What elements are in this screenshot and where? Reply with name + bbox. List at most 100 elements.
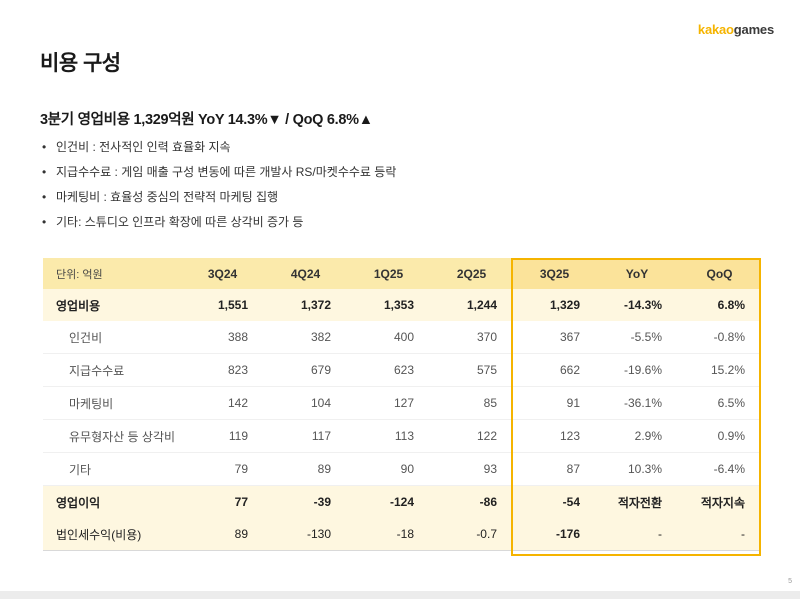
cell: 119 [228, 429, 248, 443]
cell: 127 [393, 396, 414, 410]
bullet-list: • 인건비 : 전사적인 인력 효율화 지속 • 지급수수료 : 게임 매출 구성 … [40, 138, 396, 238]
cell: 2.9% [634, 429, 662, 443]
cell: -36.1% [623, 396, 662, 410]
page-number: 5 [788, 578, 792, 585]
cell: 1,353 [347, 289, 430, 321]
cell: 1,372 [264, 289, 347, 321]
row-label: 지급수수료 [69, 363, 125, 378]
kakaogames-logo: kakaogames [698, 22, 774, 37]
bullet-item: • 인건비 : 전사적인 인력 효율화 지속 [40, 138, 396, 163]
column-header: 1Q25 [347, 258, 430, 289]
bullet-dot-icon: • [42, 165, 47, 179]
page-title: 비용 구성 [40, 52, 121, 75]
cell: -19.6% [623, 363, 662, 377]
cell: 104 [310, 396, 331, 410]
cell: 89 [181, 518, 264, 551]
table-header-row: 단위: 억원 3Q24 4Q24 1Q25 2Q25 3Q25 YoY QoQ [43, 258, 761, 289]
cell: 85 [483, 396, 497, 410]
row-label: 인건비 [69, 330, 103, 345]
cell: -39 [264, 485, 347, 518]
bullet-dot-icon: • [42, 190, 47, 204]
cell: 6.5% [717, 396, 745, 410]
table-row: 지급수수료 823 679 623 575 662 -19.6% 15.2% [43, 354, 761, 387]
row-label: 기타 [69, 462, 92, 477]
cell: 823 [227, 363, 248, 377]
cell: 382 [310, 330, 331, 344]
column-header: 3Q24 [181, 258, 264, 289]
bullet-dot-icon: • [42, 215, 47, 229]
cell: -0.7 [430, 518, 513, 551]
cell: 15.2% [710, 363, 745, 377]
table-row: 법인세수익(비용) 89 -130 -18 -0.7 -176 - - [43, 518, 761, 551]
headline: 3분기 영업비용 1,329억원 YoY 14.3%▼ / QoQ 6.8%▲ [40, 112, 373, 128]
cell: - [596, 518, 678, 551]
cell: 117 [311, 429, 331, 443]
cell: -130 [264, 518, 347, 551]
table-row: 기타 79 89 90 93 87 10.3% -6.4% [43, 453, 761, 486]
column-header: YoY [596, 258, 678, 289]
bullet-item: • 마케팅비 : 효율성 중심의 전략적 마케팅 집행 [40, 188, 396, 213]
table-row: 영업이익 77 -39 -124 -86 -54 적자전환 적자지속 [43, 485, 761, 518]
cell: 623 [393, 363, 414, 377]
cell: 0.9% [717, 429, 745, 443]
bullet-dot-icon: • [42, 140, 47, 154]
cell: 6.8% [678, 289, 761, 321]
table-row: 마케팅비 142 104 127 85 91 -36.1% 6.5% [43, 387, 761, 420]
cell: 적자지속 [678, 485, 761, 518]
column-header: 2Q25 [430, 258, 513, 289]
bullet-text: 마케팅비 : 효율성 중심의 전략적 마케팅 집행 [56, 190, 279, 204]
cell: 123 [559, 429, 580, 443]
table-row: 유무형자산 등 상각비 119 117 113 122 123 2.9% 0.9… [43, 420, 761, 453]
cell: 400 [393, 330, 414, 344]
bullet-text: 지급수수료 : 게임 매출 구성 변동에 따른 개발사 RS/마켓수수료 등락 [56, 165, 397, 179]
cell: 679 [310, 363, 331, 377]
cell: 87 [566, 462, 580, 476]
column-header: 3Q25 [513, 258, 596, 289]
cell: 93 [483, 462, 497, 476]
unit-label: 단위: 억원 [43, 258, 181, 289]
cell: 370 [476, 330, 497, 344]
cell: -14.3% [596, 289, 678, 321]
column-header: 4Q24 [264, 258, 347, 289]
cell: -54 [513, 485, 596, 518]
row-label: 영업이익 [43, 485, 181, 518]
logo-kakao: kakao [697, 22, 734, 37]
cell: -18 [347, 518, 430, 551]
cell: 367 [559, 330, 580, 344]
cell: -124 [347, 485, 430, 518]
cell: 적자전환 [596, 485, 678, 518]
row-label: 마케팅비 [69, 396, 114, 411]
cell: 89 [317, 462, 331, 476]
cell: 77 [181, 485, 264, 518]
cell: 662 [559, 363, 580, 377]
bullet-item: • 기타: 스튜디오 인프라 확장에 따른 상각비 증가 등 [40, 213, 396, 238]
row-label: 법인세수익(비용) [43, 518, 181, 551]
cell: -86 [430, 485, 513, 518]
table-row: 영업비용 1,551 1,372 1,353 1,244 1,329 -14.3… [43, 289, 761, 321]
bullet-text: 인건비 : 전사적인 인력 효율화 지속 [56, 140, 231, 154]
row-label: 영업비용 [43, 289, 181, 321]
cell: 1,551 [181, 289, 264, 321]
cell: 79 [234, 462, 248, 476]
bullet-text: 기타: 스튜디오 인프라 확장에 따른 상각비 증가 등 [56, 215, 304, 229]
cell: 1,329 [513, 289, 596, 321]
cell: - [678, 518, 761, 551]
cell: 10.3% [627, 462, 662, 476]
cost-table: 단위: 억원 3Q24 4Q24 1Q25 2Q25 3Q25 YoY QoQ … [43, 258, 761, 551]
logo-games: games [733, 22, 774, 37]
cell: 388 [227, 330, 248, 344]
cell: 91 [566, 396, 580, 410]
cell: 575 [476, 363, 497, 377]
bullet-item: • 지급수수료 : 게임 매출 구성 변동에 따른 개발사 RS/마켓수수료 등락 [40, 163, 396, 188]
cell: 122 [476, 429, 497, 443]
cell: 1,244 [430, 289, 513, 321]
column-header: QoQ [678, 258, 761, 289]
cell: 142 [227, 396, 248, 410]
row-label: 유무형자산 등 상각비 [69, 429, 176, 444]
table-row: 인건비 388 382 400 370 367 -5.5% -0.8% [43, 321, 761, 354]
cell: -0.8% [713, 330, 745, 344]
footer-bar [0, 591, 800, 599]
cell: -176 [513, 518, 596, 551]
cell: -5.5% [630, 330, 662, 344]
cell: -6.4% [713, 462, 745, 476]
